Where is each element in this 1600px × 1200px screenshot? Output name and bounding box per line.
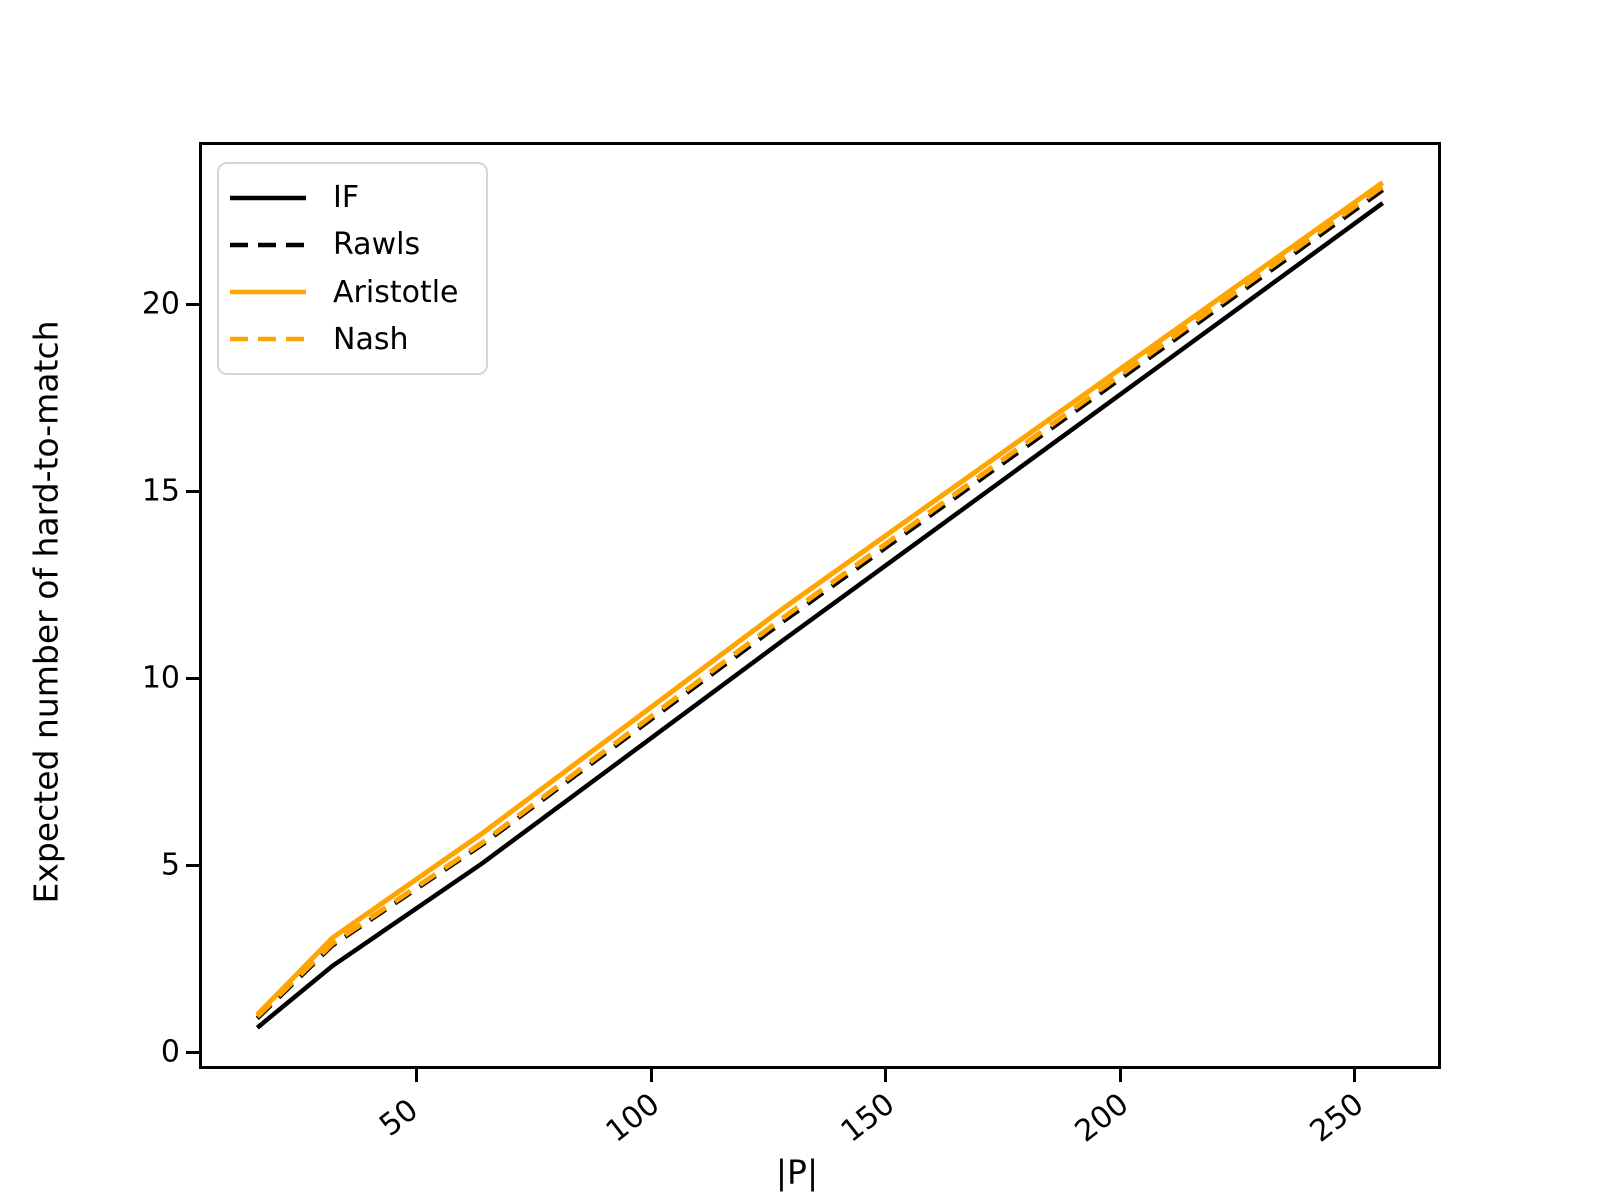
x-tick-label: 50	[372, 1092, 425, 1144]
nash-line-sample-icon	[230, 337, 306, 342]
legend-label-rawls: Rawls	[333, 227, 421, 263]
x-tick-label: 200	[1068, 1086, 1136, 1150]
legend-row-aristotle: Aristotle	[219, 271, 486, 313]
legend-row-rawls: Rawls	[219, 224, 486, 266]
x-tick-mark	[1353, 1069, 1357, 1082]
y-tick-label: 0	[160, 1034, 180, 1070]
x-tick-mark	[1118, 1069, 1122, 1082]
x-tick-label: 150	[834, 1086, 901, 1150]
x-tick-mark	[884, 1069, 888, 1082]
legend-label-aristotle: Aristotle	[333, 274, 459, 310]
legend-label-if: IF	[333, 180, 360, 216]
y-tick-mark	[186, 1050, 199, 1054]
legend-row-nash: Nash	[219, 318, 486, 360]
y-tick-mark	[186, 302, 199, 306]
y-tick-label: 20	[141, 286, 180, 322]
y-tick-mark	[186, 676, 199, 680]
legend-row-if: IF	[219, 177, 486, 219]
x-tick-label: 100	[599, 1086, 667, 1150]
y-tick-label: 10	[141, 660, 180, 696]
rawls-line-sample-icon	[230, 242, 306, 248]
y-tick-label: 15	[141, 473, 180, 509]
y-tick-mark	[186, 863, 199, 867]
y-axis-label: Expected number of hard-to-match	[26, 320, 66, 904]
aristotle-line-sample-icon	[230, 289, 306, 295]
if-line-sample-icon	[230, 195, 306, 200]
legend-label-nash: Nash	[333, 321, 409, 357]
y-tick-label: 5	[160, 847, 180, 883]
y-tick-mark	[186, 489, 199, 493]
x-tick-mark	[415, 1069, 419, 1082]
x-tick-label: 250	[1303, 1086, 1370, 1150]
plot-area	[199, 142, 1441, 1069]
legend: IF Rawls Aristotle Nash	[217, 162, 488, 375]
x-axis-label: |P|	[775, 1152, 819, 1192]
x-tick-mark	[649, 1069, 653, 1082]
